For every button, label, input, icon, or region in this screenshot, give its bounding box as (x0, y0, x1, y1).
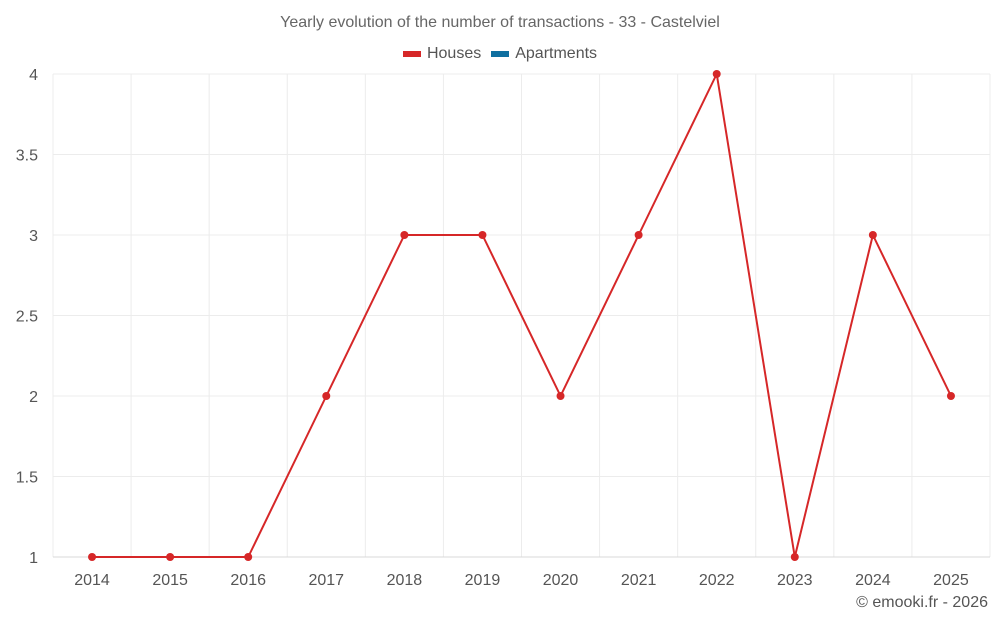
data-point (556, 392, 565, 400)
x-tick-label: 2023 (777, 572, 813, 589)
x-tick-label: 2025 (933, 572, 969, 589)
y-tick-label: 2.5 (16, 309, 38, 326)
y-tick-label: 3 (29, 228, 38, 245)
legend-label-apartments: Apartments (515, 45, 598, 62)
y-axis-ticks: 1 1.5 2 2.5 3 3.5 4 (16, 67, 38, 567)
x-tick-label: 2018 (387, 572, 423, 589)
legend: Houses Apartments (0, 45, 1000, 63)
x-tick-label: 2020 (543, 572, 579, 589)
data-point (322, 392, 331, 400)
y-tick-label: 4 (29, 67, 38, 84)
y-tick-label: 3.5 (16, 148, 38, 165)
x-tick-label: 2021 (621, 572, 657, 589)
data-point (244, 553, 253, 561)
data-point (478, 231, 487, 239)
legend-label-houses: Houses (426, 45, 482, 62)
legend-item-houses[interactable]: Houses (402, 45, 482, 63)
chart-title: Yearly evolution of the number of transa… (280, 14, 720, 31)
x-tick-label: 2019 (465, 572, 501, 589)
x-tick-label: 2014 (74, 572, 110, 589)
credit-text: © emooki.fr - 2026 (856, 594, 988, 611)
legend-item-apartments[interactable]: Apartments (491, 45, 597, 63)
x-tick-label: 2024 (855, 572, 891, 589)
y-tick-label: 1 (29, 550, 38, 567)
x-tick-label: 2016 (230, 572, 266, 589)
data-point (790, 553, 799, 561)
grid (52, 73, 991, 558)
data-point (400, 231, 409, 239)
data-point (868, 231, 877, 239)
series-line-houses (92, 73, 952, 558)
y-tick-label: 2 (29, 389, 38, 406)
data-point (634, 231, 643, 239)
data-point (712, 70, 721, 78)
x-tick-label: 2015 (152, 572, 188, 589)
x-axis-ticks: 2014 2015 2016 2017 2018 2019 2020 2021 2022 2023… (74, 572, 969, 589)
data-point (166, 553, 175, 561)
x-tick-label: 2017 (308, 572, 344, 589)
legend-swatch-apartments (491, 51, 510, 57)
x-tick-label: 2022 (699, 572, 735, 589)
series-houses (88, 70, 955, 561)
data-point (946, 392, 955, 400)
y-tick-label: 1.5 (16, 470, 38, 487)
data-point (88, 553, 97, 561)
legend-swatch-houses (402, 51, 421, 57)
